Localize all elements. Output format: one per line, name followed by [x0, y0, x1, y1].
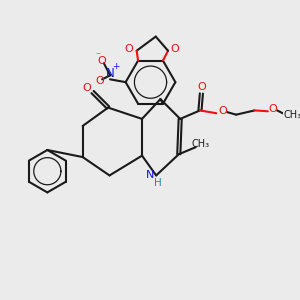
Text: ⁻: ⁻ [96, 51, 101, 61]
Text: N: N [106, 67, 115, 80]
Text: O: O [96, 76, 105, 86]
Text: O: O [218, 106, 227, 116]
Text: O: O [82, 83, 91, 93]
Text: O: O [171, 44, 179, 54]
Text: O: O [98, 56, 106, 66]
Text: O: O [124, 44, 133, 54]
Text: +: + [112, 62, 119, 71]
Text: H: H [154, 178, 161, 188]
Text: N: N [146, 170, 155, 180]
Text: CH₃: CH₃ [191, 139, 210, 149]
Text: O: O [268, 104, 277, 114]
Text: CH₃: CH₃ [284, 110, 300, 120]
Text: O: O [197, 82, 206, 92]
